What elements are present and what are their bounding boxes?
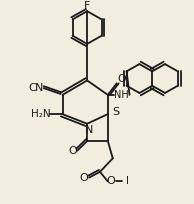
Text: F: F	[84, 1, 90, 11]
Text: NH: NH	[114, 90, 129, 100]
Text: O: O	[117, 74, 126, 84]
Text: O: O	[68, 146, 77, 156]
Text: I: I	[126, 176, 129, 186]
Text: H₂N: H₂N	[31, 109, 51, 119]
Text: S: S	[112, 107, 119, 117]
Text: O: O	[107, 176, 115, 186]
Text: N: N	[85, 125, 93, 135]
Text: O: O	[80, 173, 89, 183]
Text: N: N	[35, 83, 43, 93]
Text: C: C	[28, 83, 36, 93]
